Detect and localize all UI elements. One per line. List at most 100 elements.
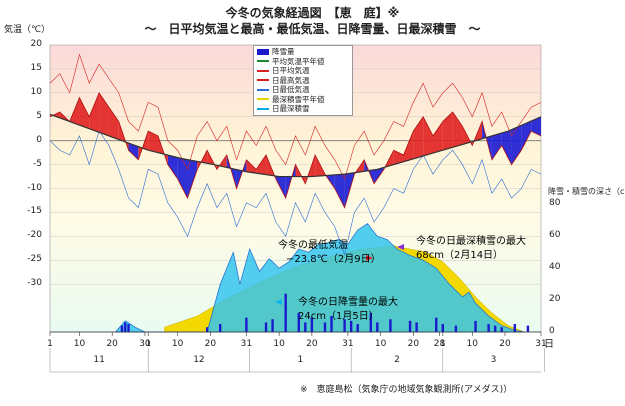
legend-label: 日最深積雪 (272, 104, 310, 114)
snowfall-bar (376, 322, 379, 332)
month-label: 12 (193, 355, 204, 365)
warm-anomaly (393, 150, 404, 165)
legend-label: 最深積雪平年値 (272, 94, 325, 104)
x-tick-label: 30 (139, 339, 151, 349)
snowfall-bar (219, 324, 222, 332)
left-tick-label: -10 (27, 182, 42, 193)
x-tick-label: 20 (499, 339, 511, 349)
right-tick-label: 80 (549, 198, 561, 209)
mean-temp-line (49, 91, 542, 209)
legend-swatch (257, 88, 269, 91)
warm-anomaly (148, 131, 159, 153)
snow-depth (114, 223, 525, 333)
cold-anomaly (531, 116, 541, 136)
left-tick-label: 10 (30, 86, 42, 97)
snowfall-bar (369, 312, 372, 332)
x-tick-label: 20 (106, 339, 118, 349)
min-temp-arrow (366, 255, 373, 261)
left-tick-label: -25 (27, 254, 42, 265)
temperature-lines (49, 53, 542, 256)
warm-anomaly (246, 159, 257, 174)
max-snowdepth-annotation-value: 68cm（2月14日） (416, 250, 504, 261)
snowfall-bar (454, 325, 458, 332)
warm-anomaly (432, 121, 443, 154)
left-tick-label: 15 (30, 62, 42, 73)
x-tick-label: 31 (535, 339, 546, 349)
cold-anomaly (491, 133, 502, 160)
snowfall-bar (120, 325, 124, 332)
normal-mean-temp-line (49, 113, 542, 178)
chart-title: 今冬の気象経過図 【恵 庭】※ (225, 6, 400, 20)
snowfall-bar (474, 320, 477, 332)
legend-item: 日最深積雪 (257, 104, 349, 114)
x-tick-label: 10 (273, 339, 285, 349)
legend-item: 日最低気温 (257, 85, 349, 95)
cold-anomaly (128, 143, 139, 160)
legend-label: 日最高気温 (272, 75, 310, 85)
left-tick-label: -15 (27, 206, 42, 217)
x-tick-label: 20 (408, 339, 420, 349)
legend-item: 降雪量 (257, 47, 349, 57)
min-temp-annotation-title: 今冬の最低気温 (278, 240, 348, 251)
cold-anomaly (334, 174, 345, 208)
warm-anomaly (423, 116, 433, 156)
legend-swatch (257, 107, 269, 110)
max-snowfall-annotation-value: 24cm（1月5日） (298, 311, 379, 322)
legend-swatch (257, 79, 269, 82)
x-tick-label: 31 (241, 339, 252, 349)
snowfall-bar (441, 324, 444, 332)
left-axis-label: 気温（℃） (4, 25, 51, 35)
min-temp-annotation-value: −23.8℃（2月9日） (286, 254, 381, 265)
max-snowfall-annotation-title: 今冬の日降雪量の最大 (298, 297, 398, 308)
warm-anomaly (413, 116, 424, 159)
snowfall-bar (349, 320, 353, 332)
legend-label: 日平均気温 (272, 66, 310, 76)
annotation-markers (275, 244, 404, 305)
left-tick-label: 20 (30, 39, 42, 49)
right-axis-label: 降雪・積雪の深さ（cm） (548, 187, 625, 196)
legend-swatch (257, 98, 269, 101)
x-tick-label: 10 (74, 339, 86, 349)
cold-anomaly (177, 157, 188, 199)
month-label: 2 (394, 355, 400, 365)
snowfall-bar (487, 324, 490, 332)
warm-anomaly (256, 155, 267, 175)
legend-item: 最深積雪平年値 (257, 95, 349, 105)
month-label: 3 (491, 355, 497, 365)
left-tick-label: -30 (27, 278, 42, 289)
legend-item: 日最高気温 (257, 76, 349, 86)
snowfall-bars (120, 293, 530, 332)
snowfall-bar (415, 322, 418, 332)
warm-anomaly (403, 131, 414, 162)
legend-label: 降雪量 (272, 47, 295, 57)
snowfall-bar (356, 324, 359, 332)
snow-depth-area (114, 223, 525, 333)
warm-anomaly (89, 92, 100, 133)
max-snowdepth-arrow (397, 244, 404, 250)
month-label: 11 (93, 355, 104, 365)
cold-anomaly (167, 155, 178, 179)
x-tick-label: 31 (342, 339, 353, 349)
snowfall-bar (343, 319, 346, 332)
footer-note: ※ 恵庭島松（気象庁の地域気象観測所(アメダス)） (300, 385, 513, 395)
cold-anomaly (501, 129, 512, 165)
x-tick-label: 20 (205, 339, 217, 349)
snowfall-bar (264, 322, 268, 332)
left-tick-label: -20 (27, 230, 42, 241)
snowfall-bar (435, 317, 438, 332)
x-axis-unit: 日 (544, 339, 554, 350)
right-tick-label: 40 (549, 262, 561, 273)
legend-swatch (257, 48, 269, 55)
legend-item: 日平均気温 (257, 66, 349, 76)
snowfall-bar (389, 319, 392, 332)
snowfall-bar (297, 312, 300, 332)
snowfall-bar (245, 317, 248, 332)
legend-swatch (257, 69, 269, 72)
min-temp-line (49, 130, 542, 256)
snowfall-bar (127, 324, 130, 332)
left-tick-label: 5 (36, 110, 42, 121)
x-tick-label: 1 (440, 339, 446, 349)
x-tick-label: 1 (47, 339, 53, 349)
